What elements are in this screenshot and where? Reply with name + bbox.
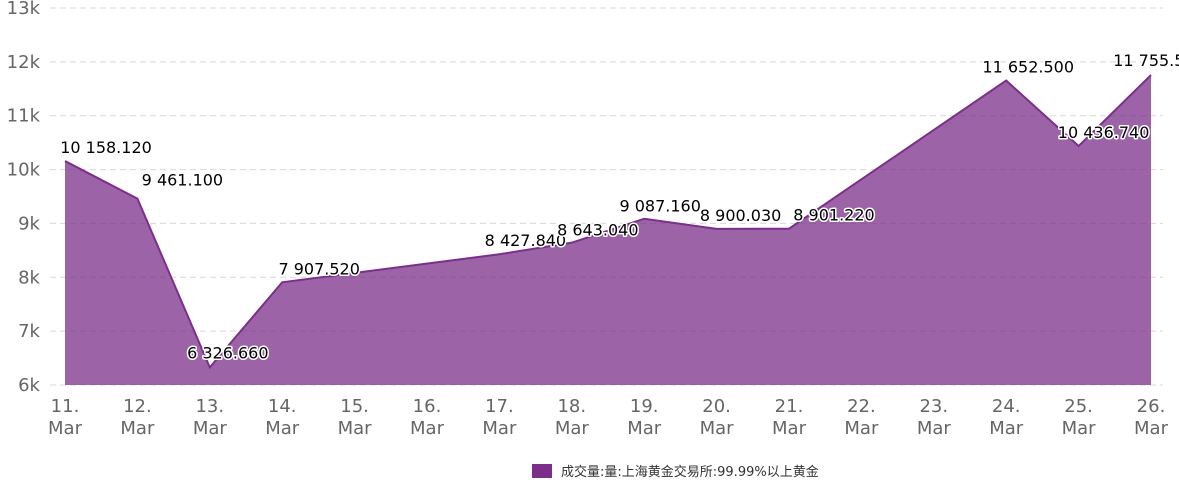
data-point[interactable] bbox=[1148, 72, 1154, 78]
data-label: 8 901.220 bbox=[793, 206, 874, 225]
series-area bbox=[62, 72, 1154, 386]
x-tick-label: 14. Mar bbox=[265, 396, 300, 439]
y-tick-label: 7k bbox=[18, 321, 40, 342]
data-label: 6 326.660 bbox=[187, 343, 268, 362]
x-tick-label: 16. Mar bbox=[410, 396, 445, 439]
data-label: 8 427.840 bbox=[485, 231, 566, 250]
data-label: 11 755.560 bbox=[1113, 51, 1179, 70]
data-point[interactable] bbox=[569, 240, 575, 246]
data-label: 7 907.520 bbox=[278, 259, 359, 278]
x-tick-label: 23. Mar bbox=[917, 396, 952, 439]
x-tick-label: 25. Mar bbox=[1062, 396, 1097, 439]
x-tick-label: 12. Mar bbox=[120, 396, 155, 439]
x-tick-label: 18. Mar bbox=[555, 396, 590, 439]
x-axis: 11. Mar 12. Mar 13. Mar 14. Mar 15. Mar 16. Mar 17. M… bbox=[48, 396, 1169, 439]
y-tick-label: 9k bbox=[18, 213, 40, 234]
x-tick-label: 22. Mar bbox=[844, 396, 879, 439]
y-tick-label: 13k bbox=[7, 0, 41, 19]
series-line bbox=[64, 74, 1152, 370]
data-label: 11 652.500 bbox=[982, 58, 1074, 77]
data-label: 9 461.100 bbox=[142, 171, 223, 190]
y-tick-label: 12k bbox=[7, 52, 41, 73]
data-label: 10 436.740 bbox=[1058, 123, 1150, 142]
x-tick-label: 21. Mar bbox=[772, 396, 807, 439]
data-label: 8 900.030 bbox=[700, 206, 781, 225]
data-point[interactable] bbox=[641, 216, 647, 222]
y-tick-label: 11k bbox=[7, 106, 41, 127]
legend[interactable]: 成交量:量:上海黄金交易所:99.99%以上黄金 bbox=[532, 461, 819, 480]
x-tick-label: 26. Mar bbox=[1134, 396, 1169, 439]
x-tick-label: 24. Mar bbox=[989, 396, 1024, 439]
legend-label: 成交量:量:上海黄金交易所:99.99%以上黄金 bbox=[561, 465, 819, 480]
y-tick-label: 6k bbox=[18, 375, 40, 396]
x-tick-label: 20. Mar bbox=[700, 396, 735, 439]
data-point[interactable] bbox=[496, 251, 502, 257]
data-point[interactable] bbox=[62, 158, 68, 164]
data-point[interactable] bbox=[207, 364, 213, 370]
data-point[interactable] bbox=[1076, 143, 1082, 149]
y-tick-label: 10k bbox=[7, 160, 41, 181]
data-point[interactable] bbox=[134, 196, 140, 202]
data-labels: 10 158.120 9 461.100 6 326.660 7 907.520 8 4… bbox=[59, 50, 1179, 364]
x-tick-label: 11. Mar bbox=[48, 396, 83, 439]
data-label: 8 643.040 bbox=[557, 221, 638, 240]
x-tick-label: 19. Mar bbox=[627, 396, 662, 439]
data-point[interactable] bbox=[786, 226, 792, 232]
y-tick-label: 8k bbox=[18, 267, 40, 288]
legend-swatch bbox=[532, 463, 552, 478]
x-tick-label: 13. Mar bbox=[193, 396, 228, 439]
data-point[interactable] bbox=[279, 279, 285, 285]
y-axis: 6k 7k 8k 9k 10k 11k 12k 13k bbox=[7, 0, 41, 396]
data-label: 10 158.120 bbox=[60, 138, 152, 157]
data-point[interactable] bbox=[1003, 78, 1009, 84]
data-label: 9 087.160 bbox=[619, 197, 700, 216]
x-tick-label: 17. Mar bbox=[482, 396, 517, 439]
area-fill bbox=[65, 75, 1151, 386]
data-point[interactable] bbox=[714, 226, 720, 232]
x-tick-label: 15. Mar bbox=[338, 396, 373, 439]
